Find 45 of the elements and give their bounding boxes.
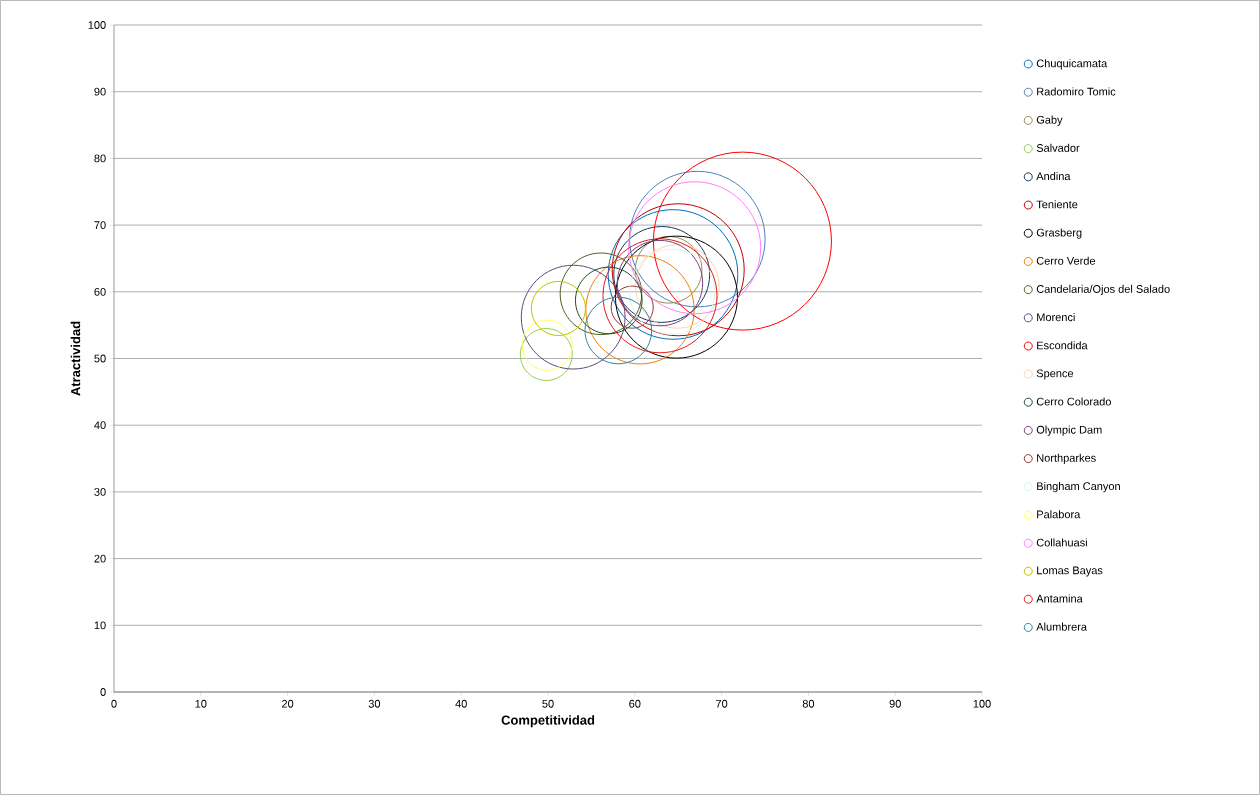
y-tick-label: 60	[94, 287, 106, 296]
x-tick-label: 70	[716, 699, 728, 708]
legend-label: Salvador	[1036, 143, 1080, 152]
x-tick-label: 30	[368, 699, 381, 708]
legend-label: Escondida	[1037, 341, 1088, 350]
x-tick-label: 90	[889, 699, 901, 708]
legend-label: Antamina	[1036, 594, 1083, 603]
x-tick-label: 10	[195, 699, 207, 708]
y-tick-label: 0	[100, 688, 106, 696]
legend-label: Alumbrera	[1036, 622, 1087, 631]
x-axis-title: Competitividad	[501, 715, 595, 728]
legend-label: Candelaria/Ojos del Salado	[1036, 284, 1170, 296]
y-axis-title: Atractividad	[70, 321, 81, 396]
y-tick-label: 20	[94, 554, 106, 563]
y-tick-label: 90	[94, 87, 106, 96]
legend-label: Lomas Bayas	[1037, 566, 1103, 577]
y-tick-label: 50	[94, 354, 106, 363]
legend-label: Collahuasi	[1036, 538, 1087, 547]
legend-label: Andina	[1036, 172, 1071, 181]
legend-label: Cerro Colorado	[1036, 397, 1111, 406]
x-tick-label: 100	[973, 699, 991, 708]
x-tick-label: 40	[455, 699, 467, 708]
legend-label: Cerro Verde	[1036, 256, 1096, 265]
y-tick-label: 80	[94, 154, 106, 163]
legend-label: Chuquicamata	[1036, 59, 1108, 70]
legend-label: Radomiro Tomic	[1037, 87, 1116, 96]
y-tick-label: 40	[94, 421, 106, 430]
legend-label: Olympic Dam	[1036, 425, 1102, 436]
legend-label: Gaby	[1036, 115, 1063, 126]
legend-label: Morenci	[1037, 313, 1075, 322]
x-tick-label: 60	[629, 699, 641, 708]
legend-label: Teniente	[1036, 200, 1078, 209]
y-tick-label: 10	[94, 621, 106, 630]
legend-label: Spence	[1036, 369, 1074, 380]
legend-label: Grasberg	[1036, 228, 1082, 239]
y-tick-label: 100	[88, 21, 106, 29]
x-tick-label: 80	[802, 699, 815, 708]
y-tick-label: 70	[94, 221, 106, 229]
legend-label: Bingham Canyon	[1037, 481, 1120, 493]
x-tick-label: 0	[111, 699, 117, 708]
x-tick-label: 50	[542, 699, 554, 708]
x-tick-label: 20	[282, 699, 294, 708]
legend-label: Northparkes	[1037, 453, 1096, 465]
legend-label: Palabora	[1037, 510, 1081, 519]
y-tick-label: 30	[94, 488, 106, 496]
